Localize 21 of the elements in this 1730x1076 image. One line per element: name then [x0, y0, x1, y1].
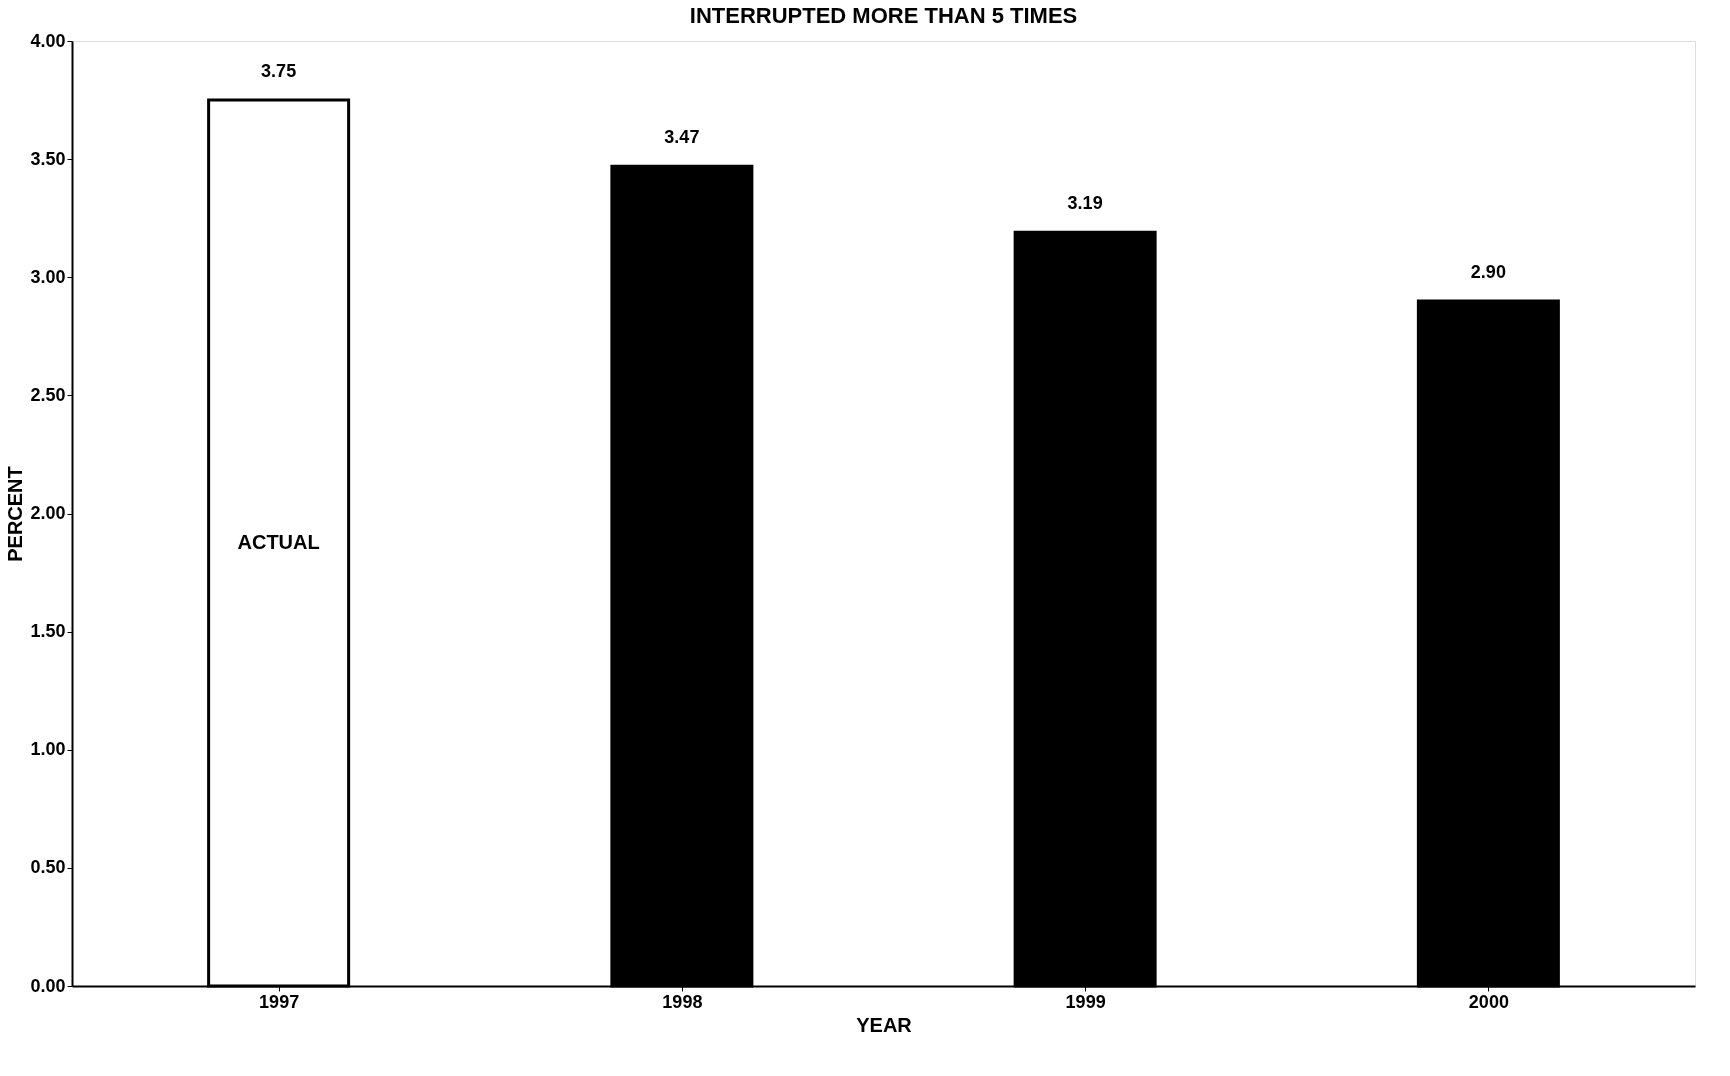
annotation: ACTUAL: [237, 531, 320, 554]
y-tick-label: 3.00: [30, 266, 66, 287]
x-axis-title: YEAR: [856, 1013, 913, 1036]
y-tick-label: 0.00: [30, 975, 66, 996]
y-tick-label: 0.50: [30, 857, 66, 878]
x-tick-label: 1999: [1065, 991, 1106, 1012]
data-label: 3.19: [1067, 193, 1103, 214]
data-label: 3.75: [261, 61, 297, 82]
y-axis-title: PERCENT: [4, 466, 27, 562]
y-tick-label: 1.00: [30, 739, 66, 760]
y-tick-label: 2.00: [30, 503, 66, 523]
y-tick-label: 1.50: [30, 621, 66, 642]
y-tick-label: 4.00: [30, 30, 66, 51]
x-tick-label: 1997: [259, 991, 300, 1012]
y-tick-label: 3.50: [30, 148, 66, 169]
y-tick-label: 2.50: [30, 384, 66, 405]
data-label: 2.90: [1470, 261, 1506, 282]
x-tick-label: 2000: [1468, 991, 1509, 1012]
data-label: 3.47: [664, 127, 700, 148]
chart-title: INTERRUPTED MORE THAN 5 TIMES: [689, 3, 1078, 28]
x-tick-label: 1998: [662, 991, 703, 1012]
